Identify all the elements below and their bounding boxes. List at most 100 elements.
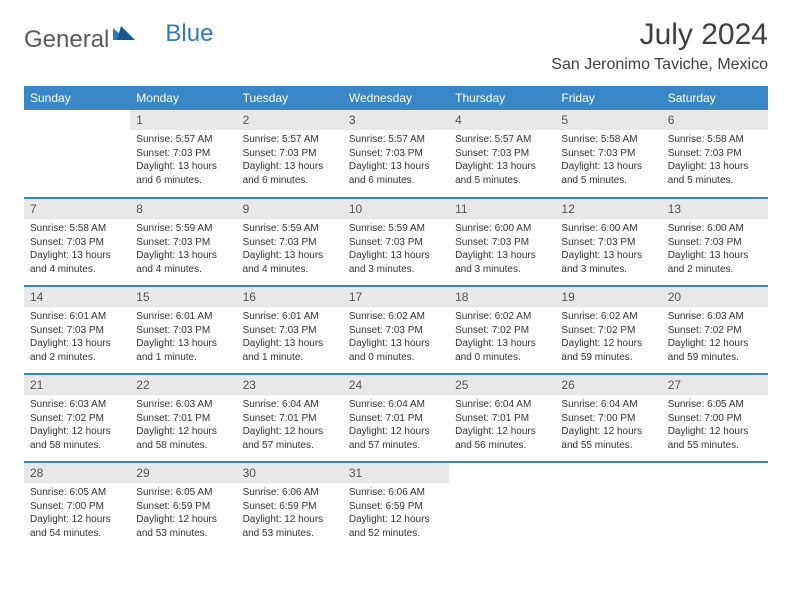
- calendar-cell: 25Sunrise: 6:04 AMSunset: 7:01 PMDayligh…: [449, 374, 555, 462]
- weekday-header: Saturday: [662, 86, 768, 110]
- day-content: Sunrise: 5:59 AMSunset: 7:03 PMDaylight:…: [237, 219, 343, 282]
- calendar-cell: 8Sunrise: 5:59 AMSunset: 7:03 PMDaylight…: [130, 198, 236, 286]
- logo-triangle-icon: [113, 24, 137, 45]
- day-content: Sunrise: 6:04 AMSunset: 7:01 PMDaylight:…: [237, 395, 343, 458]
- day-content: Sunrise: 6:02 AMSunset: 7:02 PMDaylight:…: [555, 307, 661, 370]
- day-number: 24: [343, 375, 449, 395]
- calendar-cell: 11Sunrise: 6:00 AMSunset: 7:03 PMDayligh…: [449, 198, 555, 286]
- day-number: 12: [555, 199, 661, 219]
- calendar-week-row: 14Sunrise: 6:01 AMSunset: 7:03 PMDayligh…: [24, 286, 768, 374]
- day-content: Sunrise: 6:00 AMSunset: 7:03 PMDaylight:…: [555, 219, 661, 282]
- day-content: Sunrise: 6:02 AMSunset: 7:03 PMDaylight:…: [343, 307, 449, 370]
- calendar-cell: [449, 462, 555, 550]
- calendar-cell: 20Sunrise: 6:03 AMSunset: 7:02 PMDayligh…: [662, 286, 768, 374]
- day-number: 7: [24, 199, 130, 219]
- day-number: 21: [24, 375, 130, 395]
- day-number: 6: [662, 110, 768, 130]
- day-number: 11: [449, 199, 555, 219]
- calendar-week-row: 21Sunrise: 6:03 AMSunset: 7:02 PMDayligh…: [24, 374, 768, 462]
- day-number: 3: [343, 110, 449, 130]
- logo-text-blue: Blue: [165, 20, 213, 48]
- calendar-cell: 29Sunrise: 6:05 AMSunset: 6:59 PMDayligh…: [130, 462, 236, 550]
- calendar-cell: 27Sunrise: 6:05 AMSunset: 7:00 PMDayligh…: [662, 374, 768, 462]
- logo: General Blue: [24, 18, 189, 55]
- day-number: 13: [662, 199, 768, 219]
- day-content: Sunrise: 6:01 AMSunset: 7:03 PMDaylight:…: [130, 307, 236, 370]
- weekday-header: Tuesday: [237, 86, 343, 110]
- day-content: Sunrise: 6:01 AMSunset: 7:03 PMDaylight:…: [24, 307, 130, 370]
- day-number: 19: [555, 287, 661, 307]
- day-number: 30: [237, 463, 343, 483]
- day-number: 27: [662, 375, 768, 395]
- calendar-cell: 10Sunrise: 5:59 AMSunset: 7:03 PMDayligh…: [343, 198, 449, 286]
- day-number: 2: [237, 110, 343, 130]
- calendar-header-row: SundayMondayTuesdayWednesdayThursdayFrid…: [24, 86, 768, 110]
- day-number: 28: [24, 463, 130, 483]
- day-number: 8: [130, 199, 236, 219]
- calendar-week-row: 28Sunrise: 6:05 AMSunset: 7:00 PMDayligh…: [24, 462, 768, 550]
- calendar-cell: 31Sunrise: 6:06 AMSunset: 6:59 PMDayligh…: [343, 462, 449, 550]
- calendar-cell: [555, 462, 661, 550]
- calendar-cell: 13Sunrise: 6:00 AMSunset: 7:03 PMDayligh…: [662, 198, 768, 286]
- day-content: Sunrise: 5:57 AMSunset: 7:03 PMDaylight:…: [237, 130, 343, 193]
- calendar-cell: 2Sunrise: 5:57 AMSunset: 7:03 PMDaylight…: [237, 110, 343, 198]
- day-content: Sunrise: 5:57 AMSunset: 7:03 PMDaylight:…: [449, 130, 555, 193]
- day-number: 26: [555, 375, 661, 395]
- day-content: Sunrise: 5:59 AMSunset: 7:03 PMDaylight:…: [130, 219, 236, 282]
- logo-text-general: General: [24, 26, 109, 54]
- day-number: 25: [449, 375, 555, 395]
- day-content: Sunrise: 6:00 AMSunset: 7:03 PMDaylight:…: [449, 219, 555, 282]
- day-number: 4: [449, 110, 555, 130]
- title-block: July 2024 San Jeronimo Taviche, Mexico: [551, 18, 768, 74]
- calendar-week-row: 1Sunrise: 5:57 AMSunset: 7:03 PMDaylight…: [24, 110, 768, 198]
- day-number: 29: [130, 463, 236, 483]
- day-number: 20: [662, 287, 768, 307]
- day-content: Sunrise: 5:59 AMSunset: 7:03 PMDaylight:…: [343, 219, 449, 282]
- calendar-cell: 28Sunrise: 6:05 AMSunset: 7:00 PMDayligh…: [24, 462, 130, 550]
- day-content: Sunrise: 6:03 AMSunset: 7:02 PMDaylight:…: [24, 395, 130, 458]
- day-content: Sunrise: 5:58 AMSunset: 7:03 PMDaylight:…: [555, 130, 661, 193]
- day-content: Sunrise: 5:58 AMSunset: 7:03 PMDaylight:…: [662, 130, 768, 193]
- calendar-cell: 17Sunrise: 6:02 AMSunset: 7:03 PMDayligh…: [343, 286, 449, 374]
- calendar-table: SundayMondayTuesdayWednesdayThursdayFrid…: [24, 86, 768, 550]
- day-content: Sunrise: 6:06 AMSunset: 6:59 PMDaylight:…: [343, 483, 449, 546]
- calendar-cell: 14Sunrise: 6:01 AMSunset: 7:03 PMDayligh…: [24, 286, 130, 374]
- calendar-cell: [24, 110, 130, 198]
- day-content: Sunrise: 6:05 AMSunset: 6:59 PMDaylight:…: [130, 483, 236, 546]
- weekday-header: Monday: [130, 86, 236, 110]
- day-content: Sunrise: 6:01 AMSunset: 7:03 PMDaylight:…: [237, 307, 343, 370]
- calendar-body: 1Sunrise: 5:57 AMSunset: 7:03 PMDaylight…: [24, 110, 768, 550]
- weekday-header: Thursday: [449, 86, 555, 110]
- day-number: 22: [130, 375, 236, 395]
- day-content: Sunrise: 6:04 AMSunset: 7:00 PMDaylight:…: [555, 395, 661, 458]
- calendar-cell: 12Sunrise: 6:00 AMSunset: 7:03 PMDayligh…: [555, 198, 661, 286]
- day-content: Sunrise: 6:06 AMSunset: 6:59 PMDaylight:…: [237, 483, 343, 546]
- calendar-cell: 15Sunrise: 6:01 AMSunset: 7:03 PMDayligh…: [130, 286, 236, 374]
- calendar-cell: 30Sunrise: 6:06 AMSunset: 6:59 PMDayligh…: [237, 462, 343, 550]
- day-number: 9: [237, 199, 343, 219]
- day-content: Sunrise: 6:04 AMSunset: 7:01 PMDaylight:…: [343, 395, 449, 458]
- calendar-cell: 23Sunrise: 6:04 AMSunset: 7:01 PMDayligh…: [237, 374, 343, 462]
- day-content: Sunrise: 6:03 AMSunset: 7:02 PMDaylight:…: [662, 307, 768, 370]
- day-number: 23: [237, 375, 343, 395]
- calendar-cell: [662, 462, 768, 550]
- calendar-cell: 26Sunrise: 6:04 AMSunset: 7:00 PMDayligh…: [555, 374, 661, 462]
- day-content: Sunrise: 5:57 AMSunset: 7:03 PMDaylight:…: [130, 130, 236, 193]
- day-content: Sunrise: 6:03 AMSunset: 7:01 PMDaylight:…: [130, 395, 236, 458]
- day-number: 10: [343, 199, 449, 219]
- calendar-cell: 4Sunrise: 5:57 AMSunset: 7:03 PMDaylight…: [449, 110, 555, 198]
- calendar-cell: 1Sunrise: 5:57 AMSunset: 7:03 PMDaylight…: [130, 110, 236, 198]
- weekday-header: Wednesday: [343, 86, 449, 110]
- calendar-cell: 7Sunrise: 5:58 AMSunset: 7:03 PMDaylight…: [24, 198, 130, 286]
- day-number: 17: [343, 287, 449, 307]
- weekday-header: Sunday: [24, 86, 130, 110]
- day-number: 1: [130, 110, 236, 130]
- day-content: Sunrise: 5:57 AMSunset: 7:03 PMDaylight:…: [343, 130, 449, 193]
- weekday-header: Friday: [555, 86, 661, 110]
- day-number: 5: [555, 110, 661, 130]
- calendar-page: General Blue July 2024 San Jeronimo Tavi…: [0, 0, 792, 568]
- day-number: 31: [343, 463, 449, 483]
- day-number: 15: [130, 287, 236, 307]
- calendar-cell: 5Sunrise: 5:58 AMSunset: 7:03 PMDaylight…: [555, 110, 661, 198]
- calendar-week-row: 7Sunrise: 5:58 AMSunset: 7:03 PMDaylight…: [24, 198, 768, 286]
